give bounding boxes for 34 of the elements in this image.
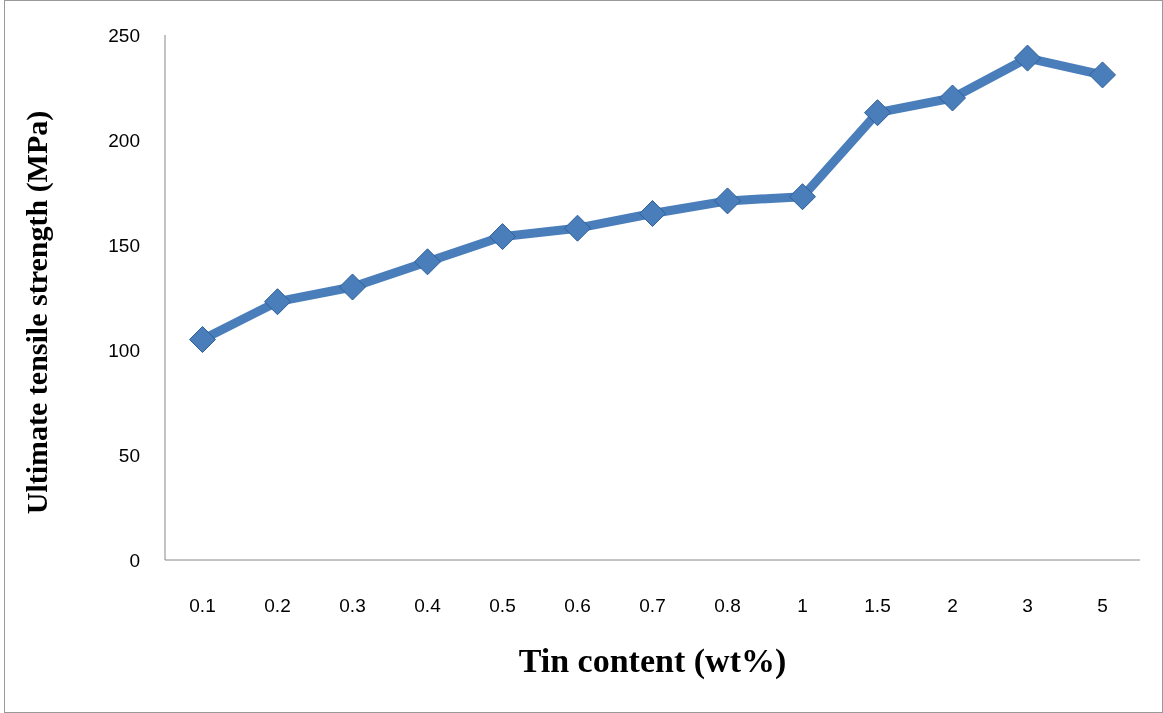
y-axis-title: Ultimate tensile strength (MPa) — [20, 110, 54, 515]
point — [564, 214, 591, 242]
x-tick-label: 0.6 — [564, 595, 591, 616]
x-axis-title: Tin content (wt%) — [518, 642, 787, 680]
point — [939, 84, 966, 112]
y-tick-label: 50 — [118, 444, 140, 466]
y-tick-label: 150 — [108, 234, 140, 256]
y-tick-label: 200 — [108, 129, 140, 151]
x-tick-label: 1 — [797, 595, 808, 616]
x-tick-label: 5 — [1097, 595, 1108, 616]
y-tick-label: 250 — [108, 24, 140, 46]
point — [414, 248, 441, 276]
y-tick-label: 0 — [129, 549, 140, 571]
x-tick-label: 3 — [1022, 595, 1033, 616]
x-tick-label: 0.8 — [714, 595, 741, 616]
point — [264, 288, 291, 316]
x-tick-label: 0.7 — [639, 595, 666, 616]
x-tick-label: 0.4 — [414, 595, 442, 616]
point — [864, 99, 891, 127]
point — [714, 187, 741, 215]
x-tick-label: 1.5 — [864, 595, 891, 616]
x-tick-label: 0.5 — [489, 595, 516, 616]
point — [489, 223, 516, 251]
point — [189, 326, 216, 353]
x-tick-label: 0.3 — [339, 595, 366, 616]
point — [639, 200, 666, 227]
point — [1089, 61, 1116, 89]
y-tick-label: 100 — [108, 339, 140, 361]
x-tick-label: 2 — [947, 595, 958, 616]
point — [339, 273, 366, 301]
point — [1014, 44, 1041, 72]
point — [789, 183, 816, 211]
x-tick-label: 0.2 — [264, 595, 291, 616]
x-tick-label: 0.1 — [189, 595, 216, 616]
